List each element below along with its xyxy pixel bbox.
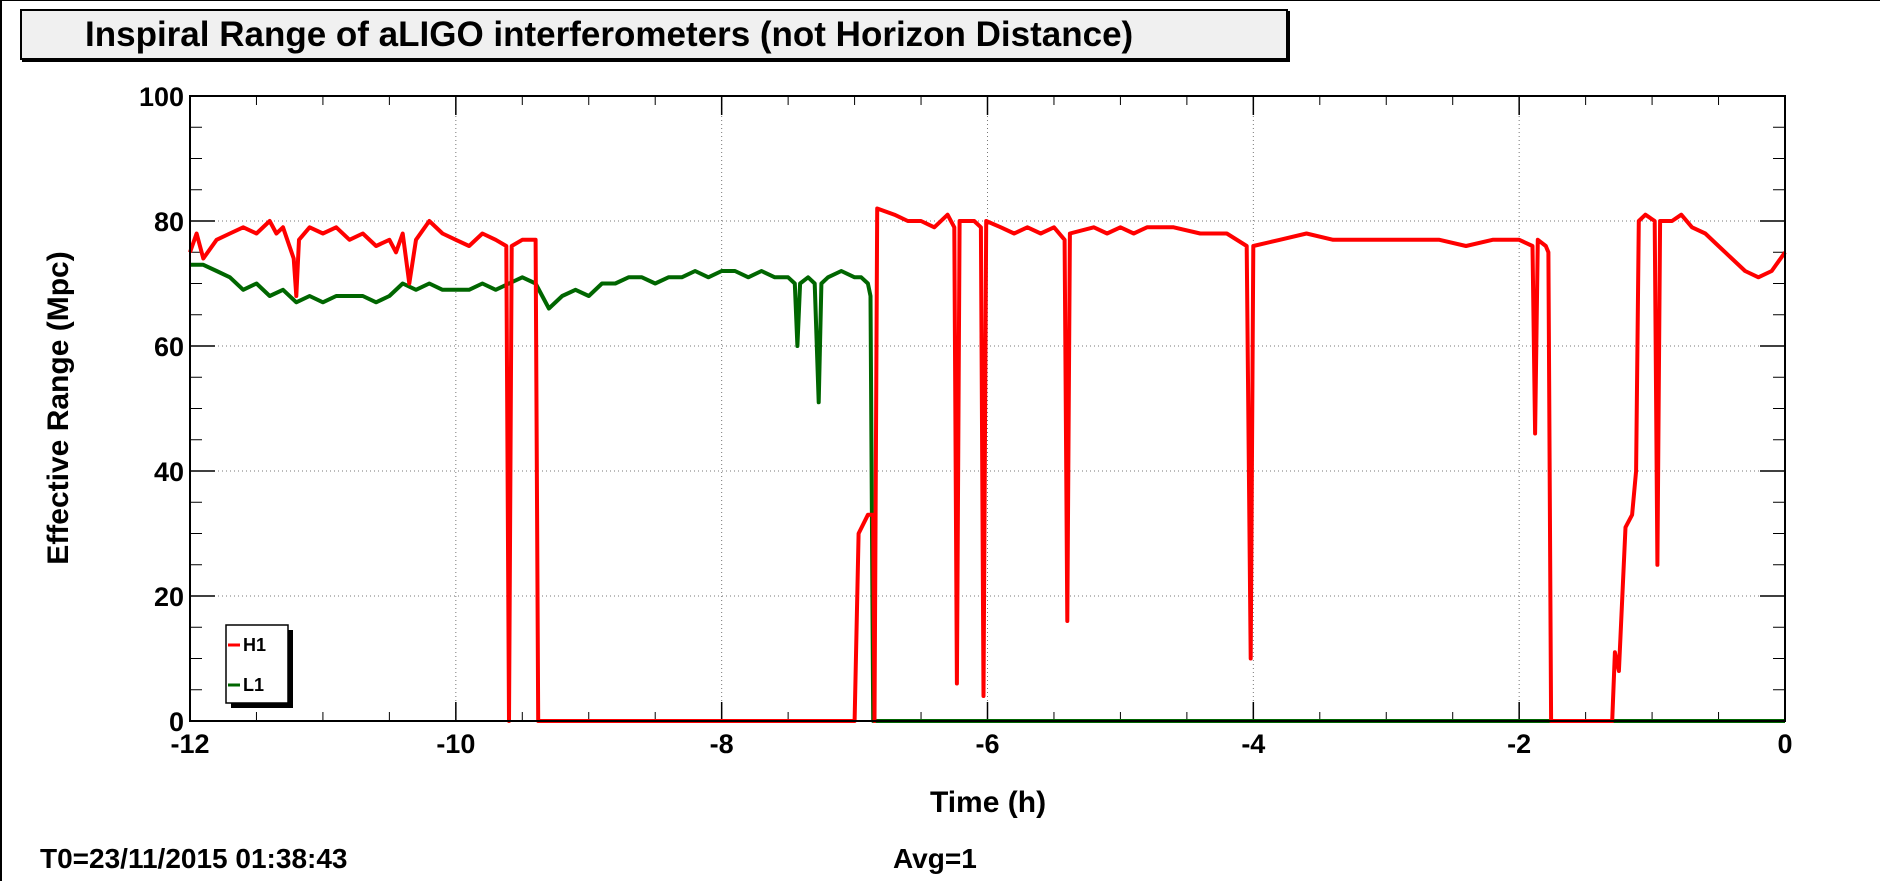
x-tick-label: -4 — [1241, 729, 1265, 759]
chart-title: Inspiral Range of aLIGO interferometers … — [85, 15, 1134, 54]
x-tick-label: -6 — [975, 729, 999, 759]
series-layer — [188, 206, 1787, 723]
series-line-l1 — [190, 262, 1785, 723]
x-tick-label: 0 — [1777, 729, 1792, 759]
series-line-h1 — [188, 206, 1787, 723]
x-tick-label: -10 — [436, 729, 475, 759]
footer-avg: Avg=1 — [893, 843, 977, 874]
legend: H1 L1 — [225, 624, 293, 708]
y-axis-label: Effective Range (Mpc) — [42, 251, 75, 564]
chart-title-box: Inspiral Range of aLIGO interferometers … — [20, 9, 1288, 60]
x-axis-label: Time (h) — [930, 786, 1046, 819]
y-tick-label: 40 — [154, 457, 184, 487]
y-tick-label: 80 — [154, 207, 184, 237]
legend-box — [225, 624, 289, 704]
x-tick-label: -12 — [170, 729, 209, 759]
y-tick-label: 60 — [154, 332, 184, 362]
legend-label-h1: H1 — [243, 635, 266, 655]
grid-layer — [190, 96, 1785, 721]
x-tick-label: -2 — [1507, 729, 1531, 759]
y-tick-label: 0 — [169, 707, 184, 737]
plot-frame — [189, 95, 1786, 722]
y-tick-label: 20 — [154, 582, 184, 612]
x-tick-label: -8 — [710, 729, 734, 759]
legend-label-l1: L1 — [243, 675, 264, 695]
y-tick-label: 100 — [139, 82, 184, 112]
footer-t0: T0=23/11/2015 01:38:43 — [40, 843, 348, 874]
tick-labels: -12 -10 -8 -6 -4 -2 0 0 20 40 60 80 100 — [139, 82, 1793, 759]
